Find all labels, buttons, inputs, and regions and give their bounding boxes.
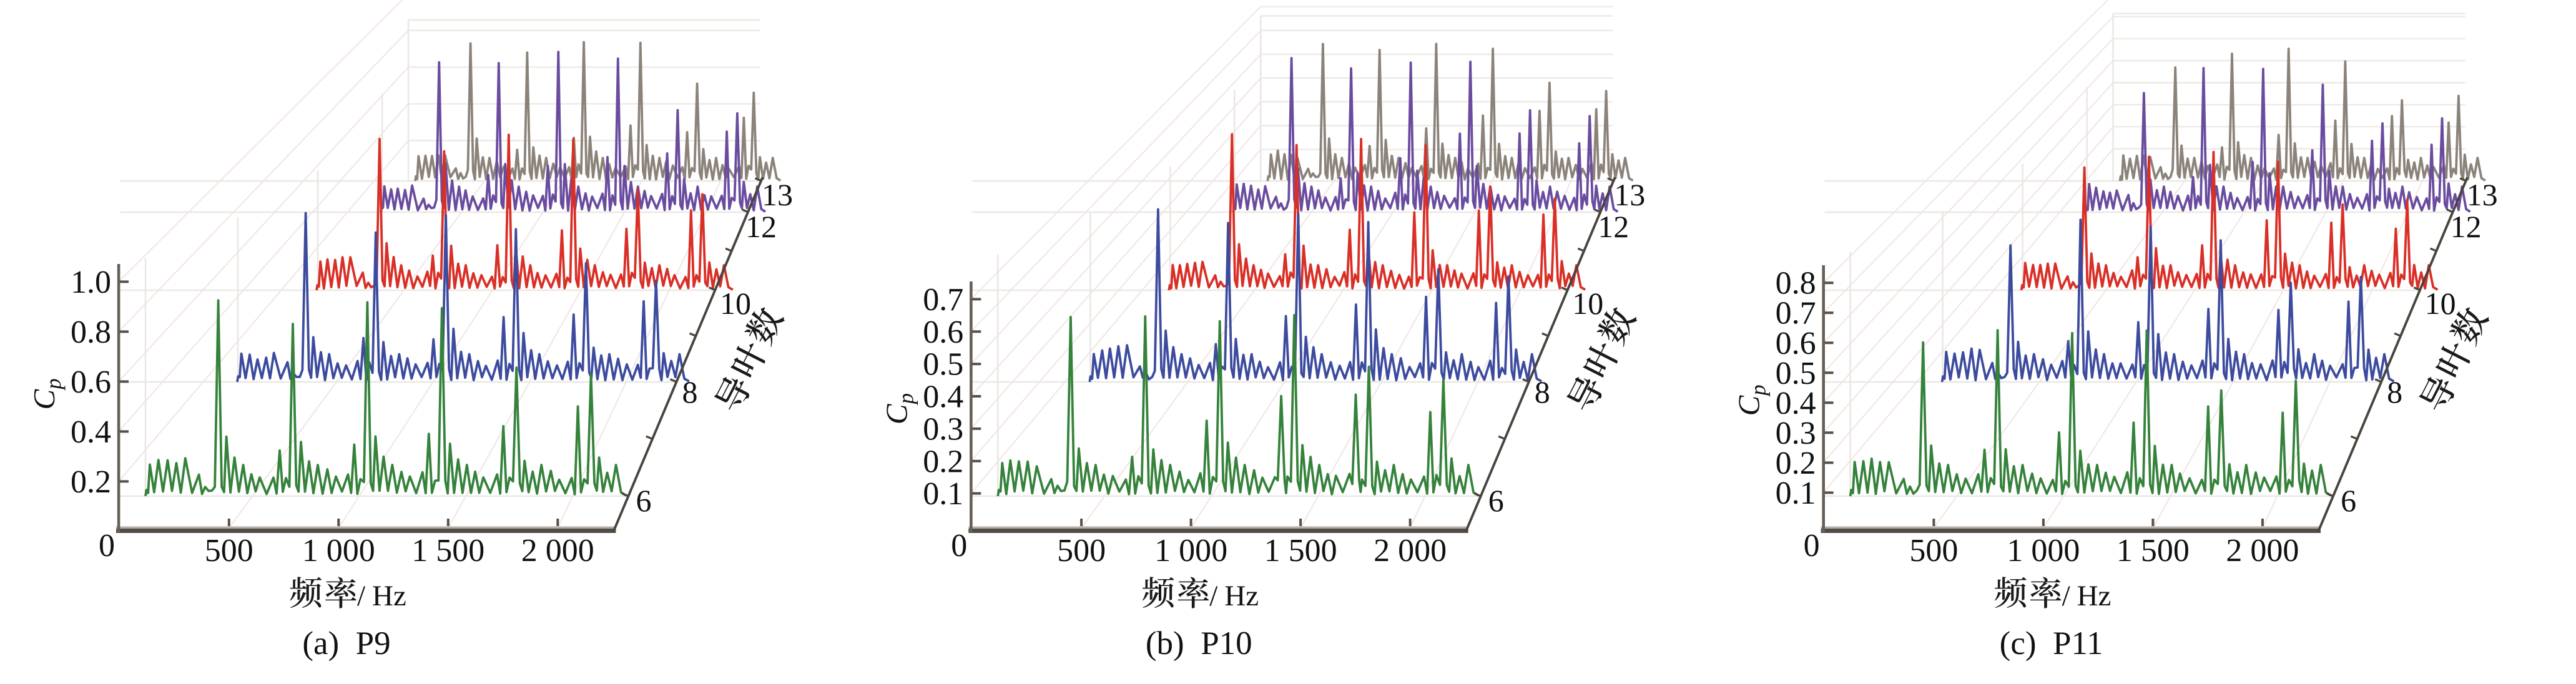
svg-text:/: / [2062,580,2071,612]
svg-text:/: / [357,580,366,612]
svg-text:0.2: 0.2 [1776,446,1816,481]
svg-text:8: 8 [682,374,698,409]
svg-text:0.7: 0.7 [1776,296,1816,331]
svg-text:0.5: 0.5 [923,347,963,383]
svg-text:0: 0 [1804,528,1820,564]
svg-text:12: 12 [745,209,777,244]
svg-text:500: 500 [1909,533,1958,569]
svg-text:1 000: 1 000 [1154,533,1227,569]
svg-text:12: 12 [1598,209,1629,244]
svg-text:0: 0 [99,528,115,564]
svg-text:1 500: 1 500 [411,533,484,569]
svg-text:10: 10 [2425,286,2456,321]
svg-text:1.0: 1.0 [71,265,111,300]
svg-text:0: 0 [951,528,967,564]
svg-text:0.2: 0.2 [923,444,963,479]
svg-text:1 500: 1 500 [2116,533,2190,569]
svg-text:0.1: 0.1 [1776,476,1816,511]
svg-text:2 000: 2 000 [521,533,594,569]
svg-text:0.6: 0.6 [1776,326,1816,361]
svg-text:2 000: 2 000 [2226,533,2299,569]
svg-text:Cp: Cp [879,393,918,424]
svg-text:0.4: 0.4 [1776,386,1816,421]
svg-text:Hz: Hz [1224,580,1259,612]
svg-text:/: / [1209,580,1218,612]
svg-text:0.6: 0.6 [923,315,963,350]
svg-text:13: 13 [2467,177,2498,212]
svg-text:10: 10 [720,286,751,321]
svg-text:6: 6 [2341,483,2356,518]
svg-text:0.5: 0.5 [1776,356,1816,391]
svg-text:0.3: 0.3 [1776,416,1816,451]
svg-text:10: 10 [1572,286,1603,321]
svg-text:12: 12 [2451,209,2482,244]
svg-text:500: 500 [1057,533,1106,569]
svg-text:0.2: 0.2 [71,464,111,500]
svg-text:0.8: 0.8 [1776,266,1816,301]
svg-text:8: 8 [2387,374,2402,409]
svg-text:2 000: 2 000 [1374,533,1447,569]
svg-text:0.1: 0.1 [923,476,963,512]
svg-text:1 000: 1 000 [2007,533,2080,569]
svg-text:Hz: Hz [372,580,406,612]
svg-text:0.4: 0.4 [71,414,111,450]
svg-text:(b) P10: (b) P10 [1146,625,1252,662]
svg-text:8: 8 [1535,374,1550,409]
svg-text:Hz: Hz [2077,580,2111,612]
svg-text:0.8: 0.8 [71,315,111,350]
svg-text:500: 500 [205,533,253,569]
svg-text:1 500: 1 500 [1264,533,1337,569]
svg-text:0.3: 0.3 [923,411,963,447]
svg-text:13: 13 [762,177,793,212]
svg-text:(a) P9: (a) P9 [302,625,390,662]
svg-text:13: 13 [1614,177,1645,212]
svg-text:Cp: Cp [27,378,66,409]
svg-text:1 000: 1 000 [302,533,375,569]
svg-text:6: 6 [1488,483,1504,518]
svg-text:0.6: 0.6 [71,364,111,400]
svg-text:0.7: 0.7 [923,282,963,318]
svg-text:6: 6 [636,483,652,518]
svg-text:(c) P11: (c) P11 [2000,625,2103,662]
svg-text:0.4: 0.4 [923,379,963,415]
